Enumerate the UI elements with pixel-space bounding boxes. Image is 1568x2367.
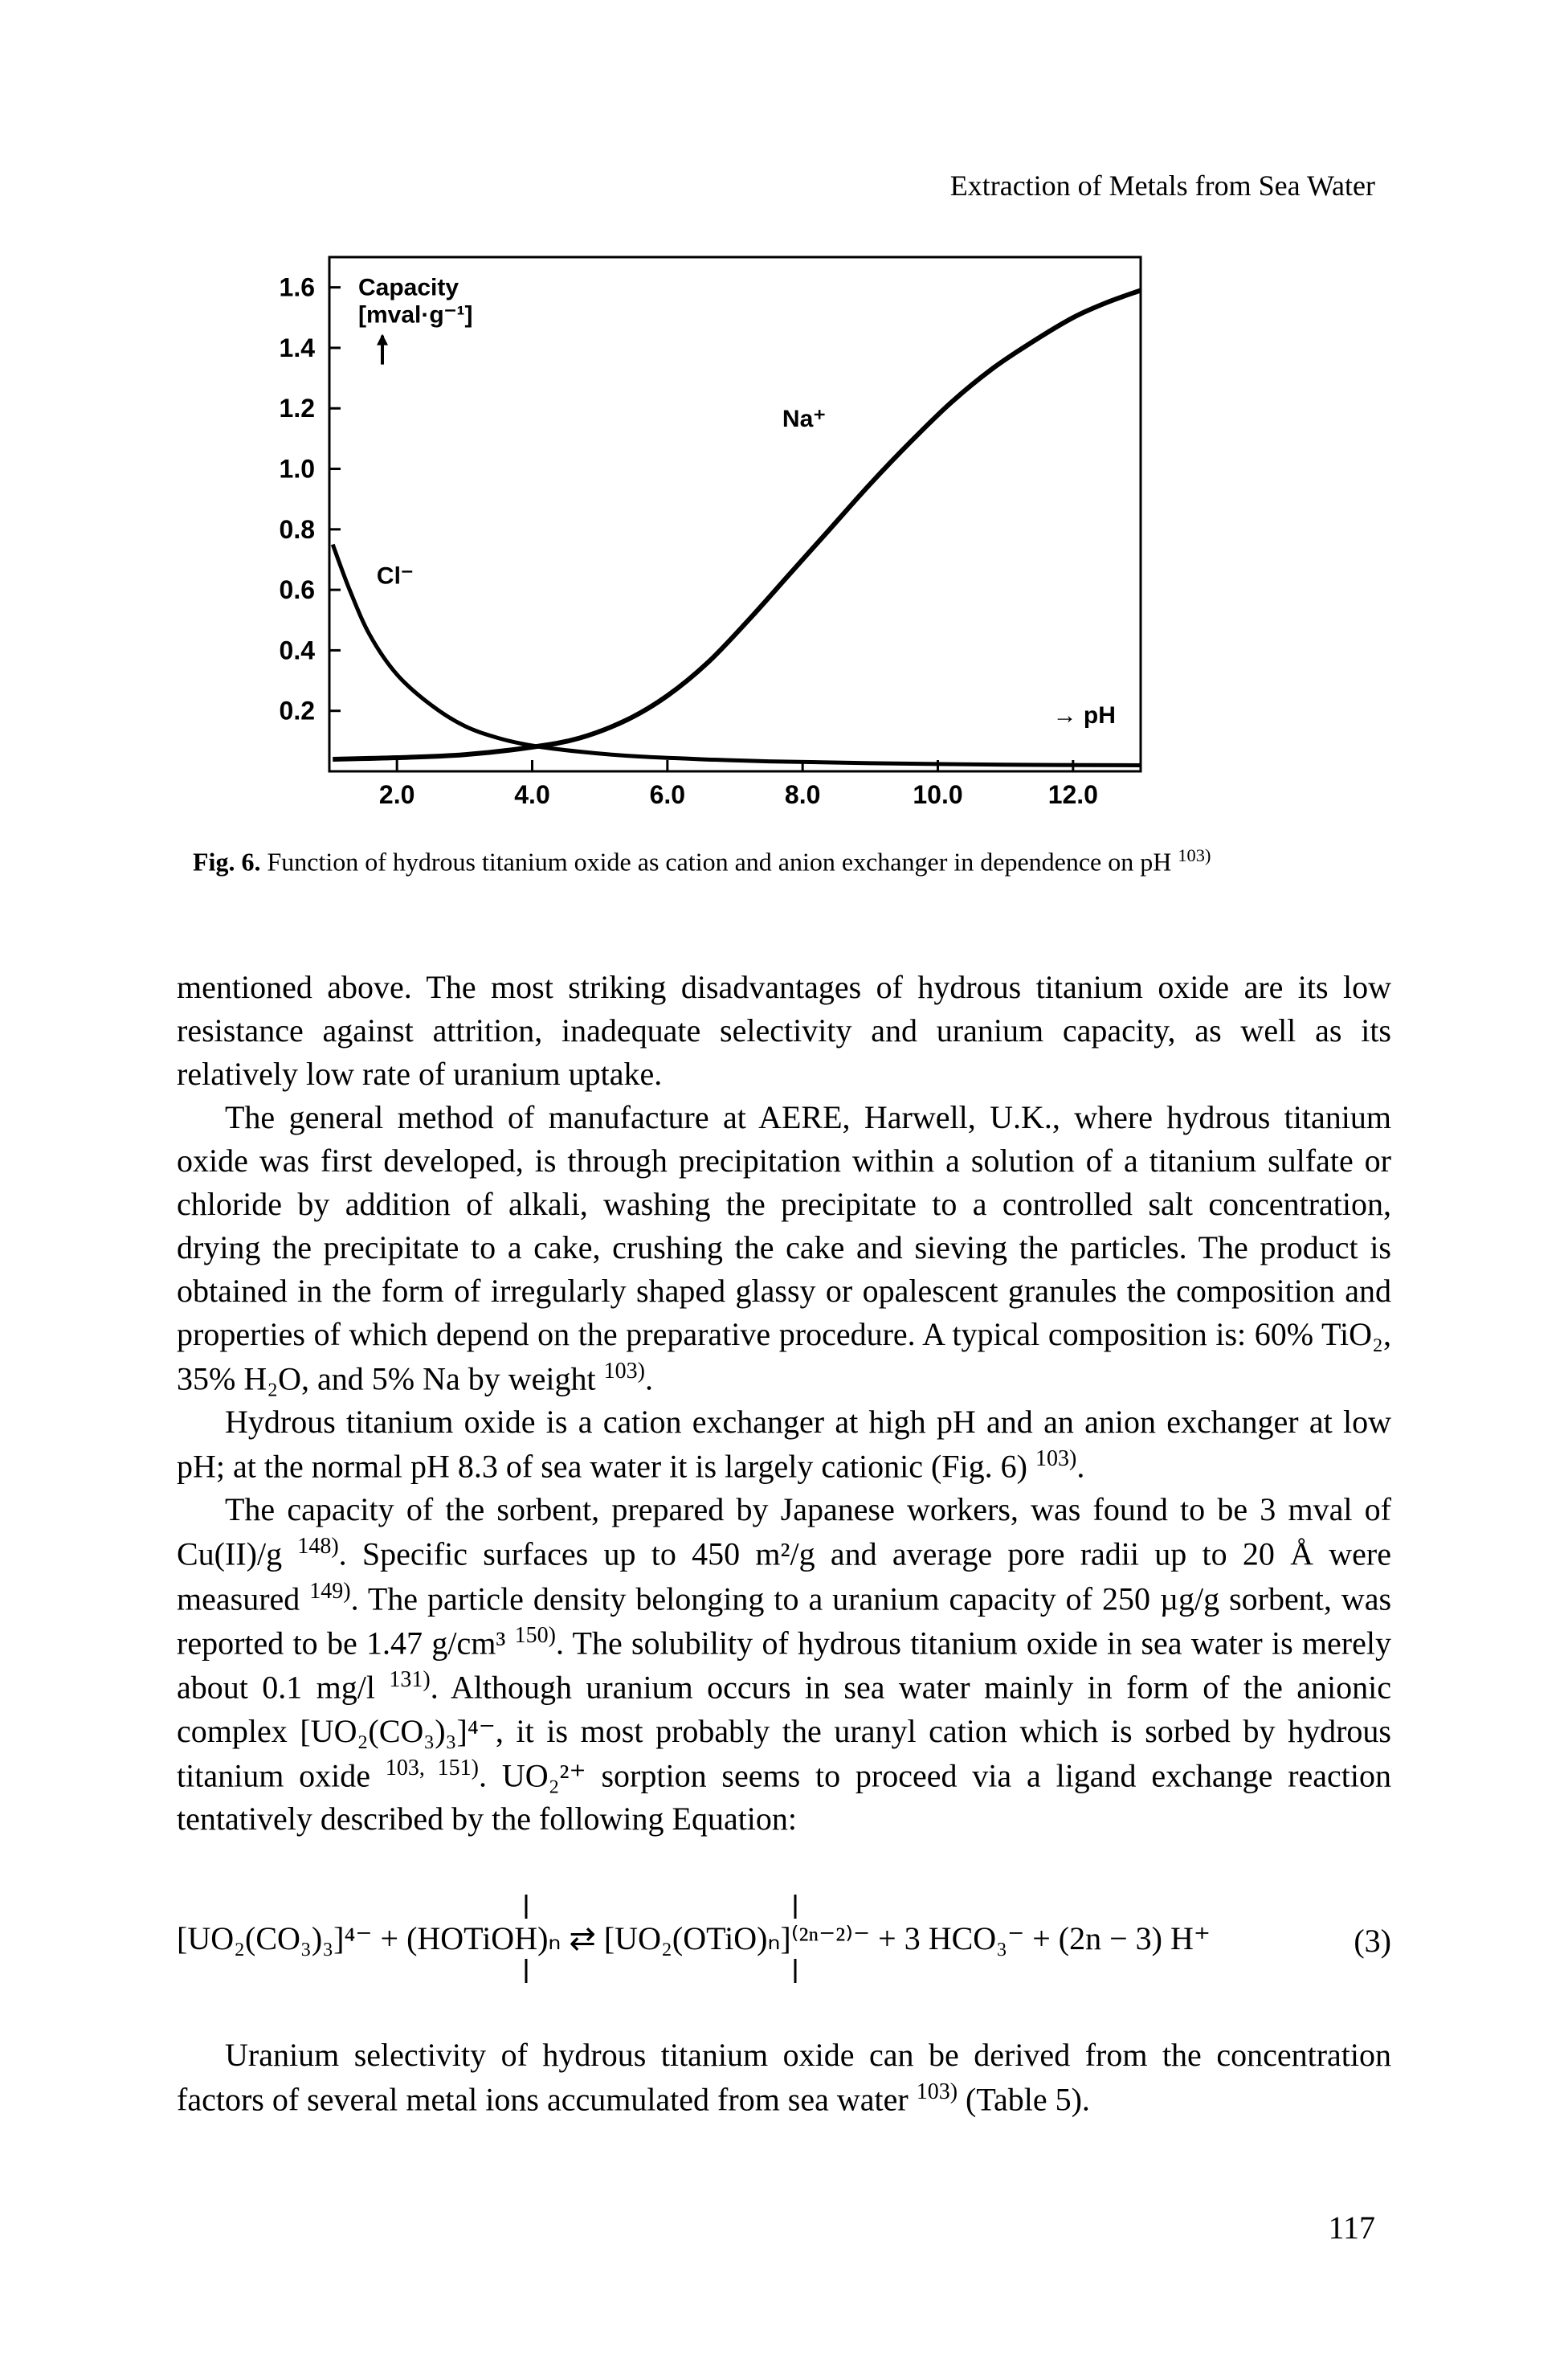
ref-103d: 103) xyxy=(917,2079,958,2104)
paragraph-3: Hydrous titanium oxide is a cation excha… xyxy=(177,1400,1391,1488)
svg-text:0.6: 0.6 xyxy=(280,575,315,604)
svg-text:1.4: 1.4 xyxy=(280,333,316,362)
svg-text:[mval·g⁻¹]: [mval·g⁻¹] xyxy=(358,302,473,329)
ref-131: 131) xyxy=(389,1667,430,1692)
p5a: Uranium selectivity of hydrous titanium … xyxy=(177,2037,1391,2117)
running-head: Extraction of Metals from Sea Water xyxy=(950,169,1375,202)
figure-label: Fig. 6. xyxy=(193,848,260,877)
ref-103b: 103) xyxy=(604,1359,645,1384)
ref-103-151: 103, 151) xyxy=(386,1756,479,1780)
svg-text:12.0: 12.0 xyxy=(1048,780,1098,809)
figure-6: 2.0 4.0 6.0 8.0 10.0 12.0 0.2 0.4 0.6 0.8 1.0 1.2 1.… xyxy=(177,225,1391,877)
svg-text:2.0: 2.0 xyxy=(379,780,414,809)
svg-text:1.0: 1.0 xyxy=(280,455,315,484)
svg-text:0.4: 0.4 xyxy=(280,636,316,664)
ref-150: 150) xyxy=(515,1623,556,1648)
svg-text:0.2: 0.2 xyxy=(280,697,315,726)
figure-caption-ref: 103) xyxy=(1178,845,1211,865)
paragraph-3-text: Hydrous titanium oxide is a cation excha… xyxy=(177,1404,1391,1484)
svg-text:6.0: 6.0 xyxy=(650,780,685,809)
body-text: mentioned above. The most striking disad… xyxy=(177,966,1391,2122)
ref-148: 148) xyxy=(297,1534,338,1559)
svg-text:8.0: 8.0 xyxy=(785,780,820,809)
svg-text:Capacity: Capacity xyxy=(358,275,459,301)
equation-3: [UO₂(CO₃)₃]⁴⁻ + (HOTiOH)ₙ ⇄ [UO₂(OTiO)ₙ]… xyxy=(177,1873,1391,2009)
svg-text:1.2: 1.2 xyxy=(280,394,315,423)
page-number: 117 xyxy=(1328,2209,1375,2246)
paragraph-4: The capacity of the sorbent, prepared by… xyxy=(177,1488,1391,1841)
paragraph-5: Uranium selectivity of hydrous titanium … xyxy=(177,2034,1391,2121)
paragraph-1: mentioned above. The most striking disad… xyxy=(177,966,1391,1096)
equation-svg: [UO₂(CO₃)₃]⁴⁻ + (HOTiOH)ₙ ⇄ [UO₂(OTiO)ₙ]… xyxy=(177,1873,1382,2009)
figure-6-caption: Fig. 6. Function of hydrous titanium oxi… xyxy=(193,845,1382,877)
ref-103c: 103) xyxy=(1035,1446,1076,1471)
svg-text:[UO₂(CO₃)₃]⁴⁻ + (HOTiOH)ₙ ⇄: [UO₂(CO₃)₃]⁴⁻ + (HOTiOH)ₙ ⇄ [UO₂(OTiO)ₙ]… xyxy=(177,1920,1211,1956)
svg-text:10.0: 10.0 xyxy=(913,780,962,809)
figure-6-chart: 2.0 4.0 6.0 8.0 10.0 12.0 0.2 0.4 0.6 0.8 1.0 1.2 1.… xyxy=(193,225,1173,836)
svg-text:4.0: 4.0 xyxy=(514,780,549,809)
svg-text:Na⁺: Na⁺ xyxy=(782,406,826,432)
svg-text:Cl⁻: Cl⁻ xyxy=(377,563,414,590)
svg-text:1.6: 1.6 xyxy=(280,273,315,302)
equation-number: (3) xyxy=(1354,1919,1391,1963)
svg-text:→ pH: → pH xyxy=(1053,702,1116,729)
paragraph-2: The general method of manufacture at AER… xyxy=(177,1096,1391,1400)
ref-149: 149) xyxy=(309,1579,350,1604)
p5b: (Table 5). xyxy=(958,2081,1090,2117)
figure-caption-text: Function of hydrous titanium oxide as ca… xyxy=(260,848,1178,877)
svg-text:0.8: 0.8 xyxy=(280,515,315,544)
page: Extraction of Metals from Sea Water 2.0 4… xyxy=(0,0,1568,2367)
paragraph-2-text: The general method of manufacture at AER… xyxy=(177,1099,1391,1396)
